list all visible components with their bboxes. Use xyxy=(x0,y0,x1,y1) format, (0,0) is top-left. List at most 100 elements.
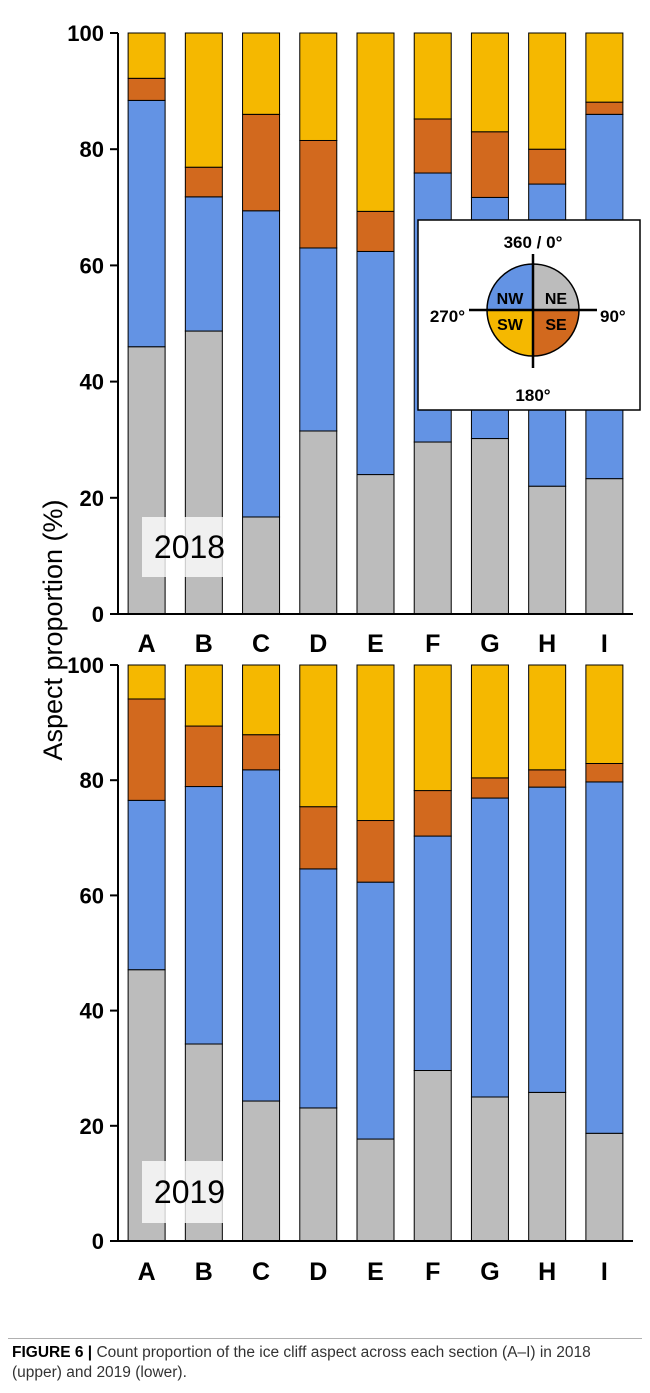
bar-segment-sw-f xyxy=(413,32,452,120)
x-tick-label: F xyxy=(425,630,440,658)
x-tick-label: E xyxy=(367,1258,384,1286)
bar-segment-sw-f xyxy=(413,664,452,792)
y-tick-label: 80 xyxy=(80,137,104,162)
y-tick-label: 0 xyxy=(92,602,104,627)
legend-wedge-nw xyxy=(486,263,534,311)
x-tick-label: D xyxy=(309,1258,327,1286)
bar-segment-sw-e xyxy=(356,664,395,822)
bar-segment-se-c xyxy=(242,734,281,771)
bar-segment-nw-a xyxy=(127,99,166,348)
bar-segment-se-g xyxy=(470,777,509,799)
y-tick-label: 100 xyxy=(67,653,104,678)
legend-quadrant-label-sw: SW xyxy=(497,317,524,334)
bar-segment-nw-c xyxy=(242,769,281,1102)
bar-segment-nw-e xyxy=(356,250,395,476)
bar-segment-se-b xyxy=(184,725,223,788)
x-tick-label: C xyxy=(252,630,270,658)
bar-segment-ne-f xyxy=(413,1070,452,1242)
bar-segment-ne-h xyxy=(528,1091,567,1242)
x-tick-label: F xyxy=(425,1258,440,1286)
caption-divider xyxy=(8,1338,642,1393)
y-tick-label: 20 xyxy=(80,486,104,511)
bar-segment-ne-c xyxy=(242,516,281,615)
caption-label: FIGURE 6 | xyxy=(12,1344,93,1361)
bar-segment-sw-d xyxy=(299,664,338,808)
y-tick-label: 40 xyxy=(80,370,104,395)
bar-segment-se-f xyxy=(413,790,452,837)
bar-segment-se-b xyxy=(184,166,223,198)
y-tick-label: 40 xyxy=(80,999,104,1024)
bar-segment-se-i xyxy=(585,101,624,115)
bar-segment-se-g xyxy=(470,131,509,198)
legend-left-label: 270° xyxy=(430,307,465,326)
bar-segment-nw-f xyxy=(413,835,452,1072)
bar-segment-ne-f xyxy=(413,441,452,615)
x-tick-label: H xyxy=(538,630,556,658)
bar-segment-nw-b xyxy=(184,196,223,332)
bar-segment-sw-i xyxy=(585,664,624,764)
year-label-background xyxy=(142,1161,237,1223)
legend-quadrant-label-ne: NE xyxy=(545,291,568,308)
chart-panel-2019: A B C D E F G H I 0 20 40 60 80 100 2019 xyxy=(67,653,633,1286)
bar-segment-se-d xyxy=(299,806,338,870)
x-tick-label: I xyxy=(601,1258,608,1286)
y-tick-label: 60 xyxy=(80,253,104,278)
x-tick-label: I xyxy=(601,630,608,658)
legend-wedge-ne xyxy=(532,263,580,311)
bar-segment-nw-c xyxy=(242,210,281,518)
bar-segment-ne-e xyxy=(356,474,395,615)
year-label: 2019 xyxy=(154,1174,225,1210)
bar-segment-sw-c xyxy=(242,32,281,115)
bar-segment-ne-i xyxy=(585,478,624,615)
bar-segment-ne-e xyxy=(356,1138,395,1242)
bar-segment-nw-g xyxy=(470,797,509,1098)
bar-segment-se-c xyxy=(242,113,281,212)
bar-segment-se-e xyxy=(356,210,395,252)
bar-segment-nw-i xyxy=(585,781,624,1134)
bar-segment-se-f xyxy=(413,118,452,174)
figure-caption: FIGURE 6 | Count proportion of the ice c… xyxy=(12,1343,632,1383)
legend-wedge-sw xyxy=(486,309,534,357)
bar-segment-nw-e xyxy=(356,881,395,1140)
legend-top-label: 360 / 0° xyxy=(504,233,563,252)
bar-segment-ne-c xyxy=(242,1100,281,1242)
bar-segment-sw-h xyxy=(528,32,567,150)
bar-segment-sw-a xyxy=(127,664,166,700)
bar-segment-sw-d xyxy=(299,32,338,141)
bar-segment-nw-h xyxy=(528,786,567,1093)
y-axis-label: Aspect proportion (%) xyxy=(38,499,68,760)
bar-segment-se-a xyxy=(127,77,166,101)
legend-wedge-se xyxy=(532,309,580,357)
bar-segment-ne-g xyxy=(470,1096,509,1242)
bar-segment-se-e xyxy=(356,820,395,883)
bar-segment-se-h xyxy=(528,148,567,185)
x-tick-label: A xyxy=(138,1258,156,1286)
y-tick-label: 80 xyxy=(80,768,104,793)
x-tick-label: B xyxy=(195,1258,213,1286)
year-label: 2018 xyxy=(154,529,225,565)
bar-segment-ne-i xyxy=(585,1132,624,1242)
year-label-background xyxy=(142,517,237,577)
y-tick-label: 100 xyxy=(67,21,104,46)
x-tick-label: G xyxy=(480,1258,499,1286)
legend-bottom-label: 180° xyxy=(515,386,550,405)
bar-segment-sw-c xyxy=(242,664,281,736)
bar-segment-sw-g xyxy=(470,32,509,133)
aspect-compass-legend: 360 / 0° 180° 270° 90° NW NE SW SE xyxy=(417,219,641,411)
bar-segment-sw-g xyxy=(470,664,509,779)
y-tick-label: 20 xyxy=(80,1114,104,1139)
bar-segment-ne-h xyxy=(528,485,567,615)
bar-segment-nw-d xyxy=(299,868,338,1109)
y-tick-label: 60 xyxy=(80,883,104,908)
bar-segment-sw-i xyxy=(585,32,624,103)
legend-quadrant-label-se: SE xyxy=(545,317,567,334)
bar-segment-ne-d xyxy=(299,1107,338,1242)
bar-segment-sw-b xyxy=(184,664,223,727)
bar-segment-ne-d xyxy=(299,430,338,615)
bar-segment-sw-a xyxy=(127,32,166,79)
bar-segment-nw-b xyxy=(184,786,223,1045)
legend-right-label: 90° xyxy=(600,307,626,326)
x-tick-label: C xyxy=(252,1258,270,1286)
legend-quadrant-label-nw: NW xyxy=(497,291,525,308)
